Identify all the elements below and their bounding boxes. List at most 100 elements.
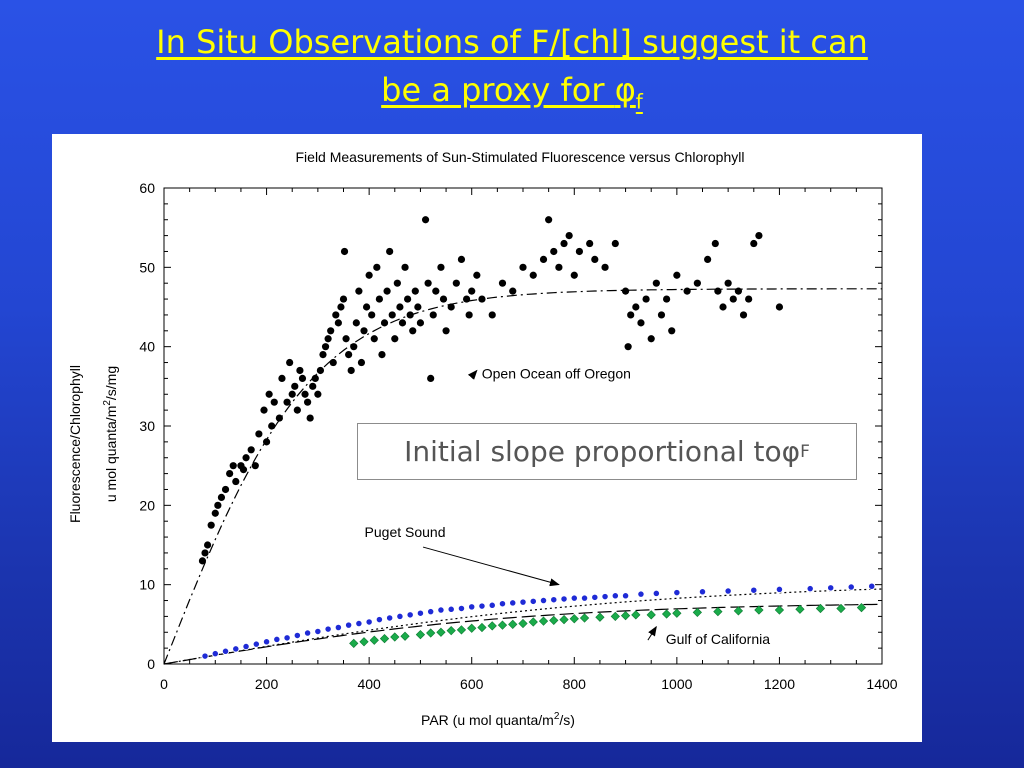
y-axis-label-line2-prefix: u mol quanta/m [103, 406, 119, 503]
puget-point [334, 623, 343, 632]
y-tick-label: 60 [139, 180, 155, 196]
oregon-point [627, 311, 635, 319]
gulf-point [672, 608, 682, 618]
oregon-point [439, 295, 448, 303]
oregon-point [663, 295, 671, 303]
phi-subscript: f [635, 89, 643, 114]
oregon-point [316, 366, 325, 375]
oregon-point [242, 454, 250, 462]
oregon-point [452, 279, 460, 287]
gulf-point [446, 626, 456, 636]
puget-point [560, 595, 568, 603]
gulf-fit-line [163, 603, 883, 665]
puget-point [355, 619, 363, 628]
oregon-point [545, 216, 553, 224]
puget-point [750, 586, 758, 594]
oregon-point [306, 414, 314, 422]
puget-point [570, 594, 578, 602]
oregon-point [370, 335, 378, 343]
gulf-point [436, 627, 446, 637]
oregon-point [550, 247, 558, 256]
oregon-point [255, 430, 263, 438]
y-axis-ticks: 0 10 20 30 40 50 60 [139, 180, 882, 672]
oregon-point [437, 263, 445, 271]
oregon-point [401, 263, 409, 271]
gulf-point [487, 621, 497, 631]
puget-point [262, 638, 271, 646]
y-tick-label: 10 [139, 577, 155, 593]
x-tick-label: 1000 [661, 676, 692, 692]
gulf-point [549, 615, 559, 625]
oregon-point [362, 303, 371, 311]
oregon-point [309, 382, 317, 390]
oregon-point [198, 557, 207, 565]
puget-point [303, 629, 312, 637]
callout-text: Initial slope proportional to [404, 435, 782, 468]
y-axis-label-line1: Fluorescence/Chlorophyll [67, 365, 83, 523]
oregon-point [427, 374, 435, 382]
oregon-point [424, 279, 432, 287]
oregon-point [296, 366, 304, 375]
puget-point [396, 612, 404, 621]
gulf-point [477, 622, 487, 633]
oregon-point [632, 303, 640, 311]
gulf-point [497, 620, 508, 630]
oregon-point [509, 287, 517, 295]
oregon-point [239, 466, 248, 474]
oregon-point [355, 287, 363, 295]
oregon-point [314, 390, 322, 398]
oregon-point [324, 335, 332, 343]
oregon-point [393, 279, 401, 287]
oregon-point [416, 319, 425, 327]
oregon-point [601, 263, 609, 271]
oregon-point [304, 398, 312, 406]
puget-point [621, 592, 630, 600]
oregon-point [575, 247, 584, 256]
oregon-point [378, 351, 386, 359]
puget-point [447, 605, 455, 613]
puget-point [344, 621, 353, 629]
puget-point [386, 614, 394, 622]
oregon-point [529, 271, 537, 279]
oregon-point [386, 247, 394, 256]
oregon-point [352, 319, 360, 327]
oregon-point [432, 287, 440, 295]
puget-point [211, 650, 219, 658]
oregon-point [265, 390, 273, 398]
oregon-label: Open Ocean off Oregon [482, 365, 631, 381]
gulf-point [528, 617, 538, 627]
oregon-point [291, 382, 299, 390]
oregon-point [373, 263, 381, 271]
puget-point [637, 590, 645, 598]
y-axis-label-line2: u mol quanta/m2/s/mg [102, 366, 119, 502]
puget-point [529, 597, 537, 605]
y-tick-label: 50 [139, 259, 155, 275]
chart-annotations: Open Ocean off Oregon Puget Sound Gulf of … [365, 365, 771, 647]
oregon-point [642, 295, 650, 303]
x-tick-label: 0 [160, 676, 168, 692]
oregon-point [229, 462, 237, 470]
gulf-point [836, 603, 846, 614]
gulf-point [559, 614, 569, 625]
puget-point [468, 603, 476, 611]
puget-point [201, 652, 209, 660]
gulf-point [733, 606, 744, 616]
oregon-arrow [467, 369, 478, 380]
oregon-point [673, 271, 681, 279]
gulf-label: Gulf of California [666, 631, 770, 647]
oregon-point [262, 438, 271, 446]
oregon-point [337, 303, 345, 311]
oregon-point [465, 311, 473, 319]
oregon-point [350, 343, 358, 351]
oregon-point [714, 287, 722, 295]
oregon-point [270, 398, 278, 406]
y-tick-label: 30 [139, 418, 155, 434]
gulf-point [456, 625, 467, 635]
oregon-point [498, 279, 507, 287]
oregon-point [345, 351, 353, 359]
gulf-point [610, 611, 620, 622]
x-tick-label: 1400 [866, 676, 897, 692]
puget-point [478, 602, 486, 610]
oregon-point [388, 311, 396, 319]
